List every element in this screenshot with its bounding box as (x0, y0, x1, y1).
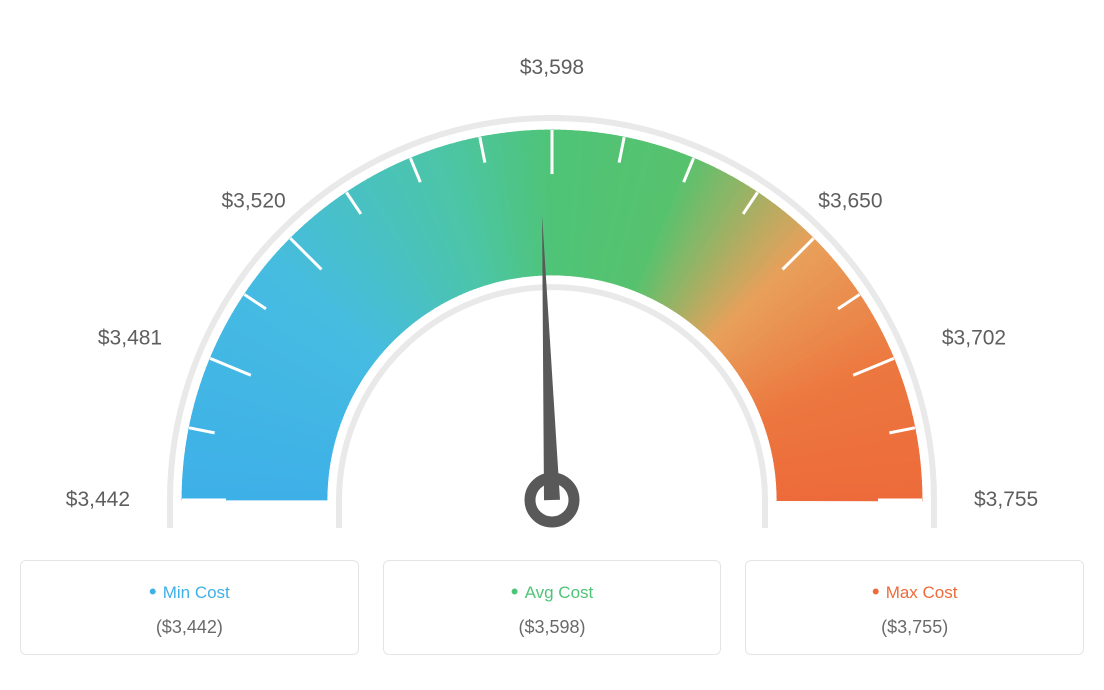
legend-avg-title: Avg Cost (396, 579, 709, 605)
legend-max-title: Max Cost (758, 579, 1071, 605)
legend-min-value: ($3,442) (33, 617, 346, 638)
legend-card-avg: Avg Cost ($3,598) (383, 560, 722, 655)
tick-label: $3,520 (221, 190, 285, 213)
tick-label: $3,755 (974, 488, 1038, 511)
tick-label: $3,598 (520, 56, 584, 79)
legend-min-title: Min Cost (33, 579, 346, 605)
tick-label: $3,442 (66, 488, 130, 511)
gauge-chart: $3,442 $3,481 $3,520 $3,598 $3,650 $3,702 $3,7… (20, 20, 1084, 550)
legend-card-min: Min Cost ($3,442) (20, 560, 359, 655)
tick-label: $3,481 (98, 327, 162, 350)
legend-row: Min Cost ($3,442) Avg Cost ($3,598) Max … (20, 560, 1084, 655)
legend-max-value: ($3,755) (758, 617, 1071, 638)
legend-avg-value: ($3,598) (396, 617, 709, 638)
tick-label: $3,650 (818, 190, 882, 213)
legend-card-max: Max Cost ($3,755) (745, 560, 1084, 655)
tick-label: $3,702 (942, 327, 1006, 350)
cost-gauge-widget: $3,442 $3,481 $3,520 $3,598 $3,650 $3,702 $3,7… (20, 20, 1084, 655)
